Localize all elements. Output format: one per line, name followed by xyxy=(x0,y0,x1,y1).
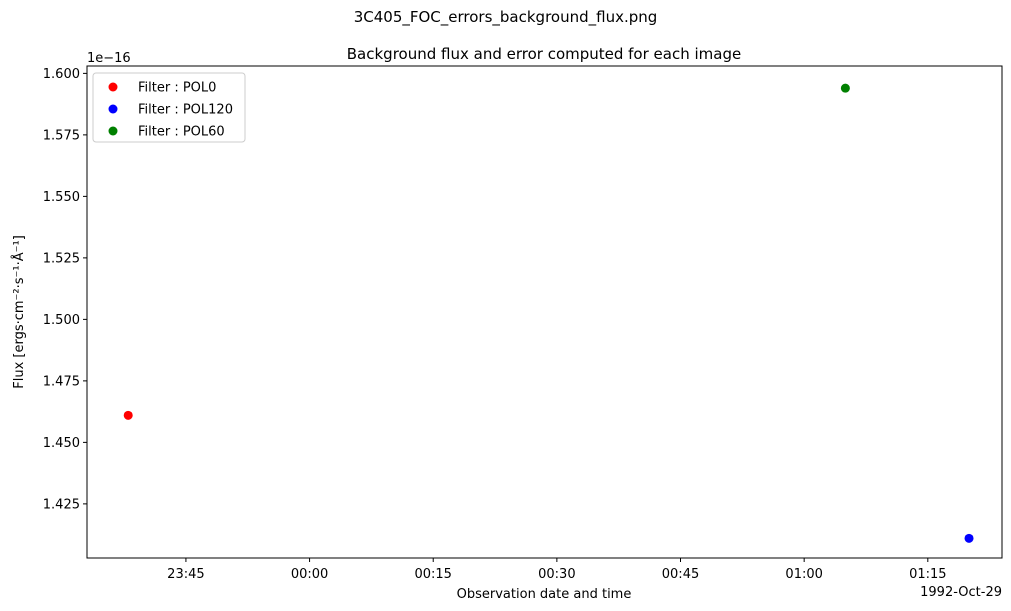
x-tick-label: 00:45 xyxy=(662,567,699,582)
legend-marker xyxy=(108,126,118,136)
legend-label: Filter : POL60 xyxy=(138,125,225,140)
y-tick-label: 1.500 xyxy=(43,313,80,328)
y-tick-label: 1.450 xyxy=(43,436,80,451)
legend-marker xyxy=(108,82,118,92)
y-axis-ticks: 1.425 1.450 1.475 1.500 1.525 1.550 1.575 1.600 xyxy=(43,67,87,512)
legend-label: Filter : POL0 xyxy=(138,81,216,96)
y-tick-label: 1.525 xyxy=(43,251,80,266)
x-tick-label: 00:15 xyxy=(414,567,451,582)
plot-area xyxy=(123,83,974,543)
x-axis-label: Observation date and time xyxy=(457,587,632,602)
data-point xyxy=(123,410,133,420)
legend-box xyxy=(92,72,246,143)
x-tick-label: 00:00 xyxy=(291,567,328,582)
x-tick-label: 00:30 xyxy=(538,567,575,582)
y-tick-label: 1.475 xyxy=(43,374,80,389)
x-tick-label: 23:45 xyxy=(167,567,204,582)
figure-suptitle: 3C405_FOC_errors_background_flux.png xyxy=(353,8,658,26)
legend-label: Filter : POL120 xyxy=(138,103,233,118)
legend: Filter : POL0 Filter : POL120 Filter : POL… xyxy=(92,72,246,143)
y-tick-label: 1.425 xyxy=(43,497,80,512)
axes-frame xyxy=(86,65,1003,559)
x-tick-label: 01:15 xyxy=(909,567,946,582)
y-axis-label: Flux [ergs·cm⁻²·s⁻¹·Å⁻¹] xyxy=(11,235,27,389)
x-axis-ticks: 23:45 00:00 00:15 00:30 00:45 01:00 01:15 xyxy=(167,558,947,582)
data-point xyxy=(840,83,850,93)
legend-marker xyxy=(108,104,118,114)
y-tick-label: 1.600 xyxy=(43,67,80,82)
y-offset-label: 1e−16 xyxy=(87,51,131,66)
x-axis-date-label: 1992-Oct-29 xyxy=(920,585,1002,600)
y-tick-label: 1.575 xyxy=(43,128,80,143)
x-tick-label: 01:00 xyxy=(785,567,822,582)
chart-title: Background flux and error computed for e… xyxy=(347,45,741,63)
y-tick-label: 1.550 xyxy=(43,190,80,205)
data-point xyxy=(964,533,974,543)
